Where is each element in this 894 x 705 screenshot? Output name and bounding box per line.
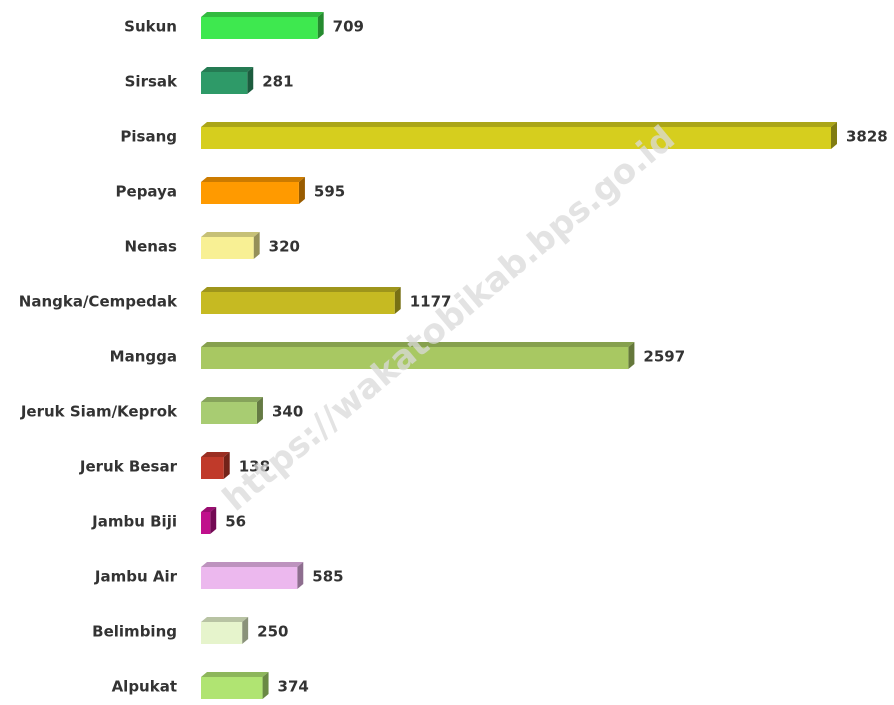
category-label: Nangka/Cempedak — [19, 293, 178, 311]
category-label: Jeruk Besar — [79, 458, 178, 476]
value-label: 3828 — [846, 128, 888, 146]
category-label: Pepaya — [116, 183, 177, 201]
value-label: 709 — [333, 18, 364, 36]
value-label: 340 — [272, 403, 303, 421]
bar-top — [201, 232, 260, 237]
category-label: Belimbing — [92, 623, 177, 641]
category-label: Sirsak — [125, 73, 178, 91]
bar-side — [831, 122, 837, 149]
bar-side — [628, 342, 635, 369]
value-label: 1177 — [410, 293, 452, 311]
bar-side — [253, 232, 260, 259]
bar-top — [201, 562, 304, 567]
bar — [201, 567, 298, 589]
bar — [201, 512, 211, 534]
bar — [201, 127, 831, 149]
category-label: Sukun — [124, 18, 177, 36]
value-label: 585 — [312, 568, 343, 586]
bar-top — [201, 452, 230, 457]
bar-side — [262, 672, 269, 699]
bar-side — [317, 12, 324, 39]
value-label: 138 — [239, 458, 270, 476]
bar-top — [201, 397, 263, 402]
bar-side — [242, 617, 249, 644]
category-label: Mangga — [110, 348, 177, 366]
category-label: Jambu Air — [94, 568, 178, 586]
bar — [201, 72, 248, 94]
bar-top — [201, 177, 305, 182]
bar-top — [201, 67, 254, 72]
bar — [201, 457, 224, 479]
bar — [201, 347, 629, 369]
bar — [201, 622, 243, 644]
bar-side — [256, 397, 263, 424]
category-label: Jeruk Siam/Keprok — [20, 403, 178, 421]
bar-top — [201, 342, 635, 347]
value-label: 2597 — [643, 348, 685, 366]
bar-top — [201, 12, 324, 17]
bar-side — [394, 287, 401, 314]
bar-top — [201, 287, 401, 292]
bar-side — [298, 177, 305, 204]
value-label: 250 — [257, 623, 288, 641]
bar-top — [201, 617, 249, 622]
value-label: 320 — [269, 238, 300, 256]
bar-side — [247, 67, 254, 94]
bar-side — [210, 507, 217, 534]
value-label: 374 — [278, 678, 309, 696]
bar — [201, 237, 254, 259]
value-label: 595 — [314, 183, 345, 201]
bar — [201, 17, 318, 39]
value-label: 281 — [262, 73, 293, 91]
category-label: Pisang — [120, 128, 177, 146]
bar-top — [201, 672, 269, 677]
category-label: Alpukat — [112, 678, 177, 696]
bar — [201, 182, 299, 204]
bar — [201, 292, 395, 314]
bar-side — [297, 562, 304, 589]
bar — [201, 677, 263, 699]
bar — [201, 402, 257, 424]
category-label: Jambu Biji — [91, 513, 177, 531]
bar-top — [201, 507, 217, 512]
bar-top — [201, 122, 837, 127]
bar-side — [223, 452, 230, 479]
value-label: 56 — [225, 513, 246, 531]
category-label: Nenas — [125, 238, 178, 256]
